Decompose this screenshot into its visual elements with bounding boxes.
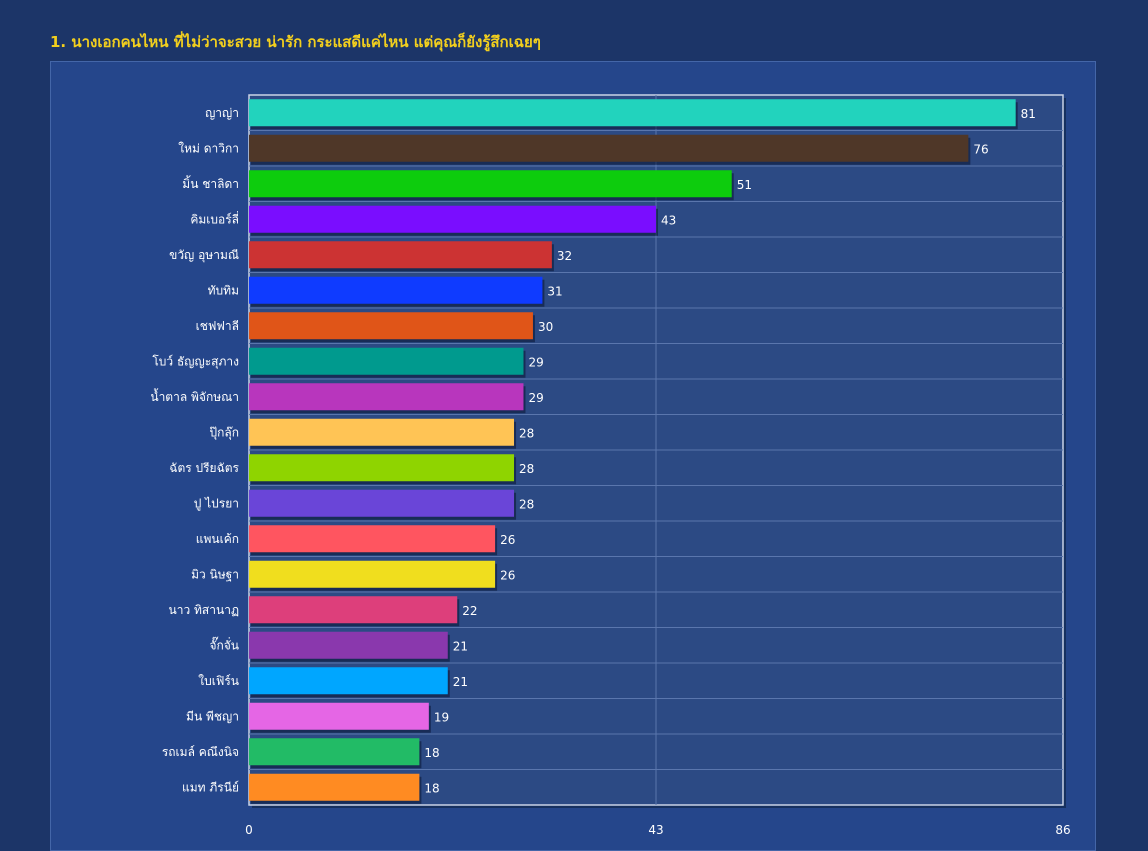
bar bbox=[249, 312, 533, 340]
grid-lines bbox=[249, 95, 1063, 805]
data-label: 31 bbox=[547, 284, 562, 298]
data-label: 19 bbox=[434, 710, 449, 724]
data-label: 22 bbox=[462, 604, 477, 618]
category-label: น้ำตาล พิจักษณา bbox=[150, 388, 239, 404]
data-label: 51 bbox=[737, 178, 752, 192]
bar bbox=[249, 99, 1016, 127]
bar bbox=[249, 170, 732, 198]
data-label: 81 bbox=[1021, 107, 1036, 121]
category-label: มิว นิษฐา bbox=[191, 567, 239, 581]
bar bbox=[249, 702, 429, 730]
data-label: 21 bbox=[453, 675, 468, 689]
bar bbox=[249, 134, 969, 162]
category-label: ปู ไปรยา bbox=[194, 496, 239, 511]
data-label: 76 bbox=[973, 142, 988, 156]
bar bbox=[249, 418, 515, 446]
data-label: 32 bbox=[557, 249, 572, 263]
data-label: 21 bbox=[453, 639, 468, 653]
chart-panel: ญาญ่าใหม่ ดาวิกามิ้น ชาลิดาคิมเบอร์ลี่ขว… bbox=[50, 61, 1096, 851]
data-label: 28 bbox=[519, 497, 534, 511]
bar bbox=[249, 596, 458, 624]
data-label: 26 bbox=[500, 533, 515, 547]
category-label: เชฟฟาลี bbox=[196, 319, 239, 333]
bar bbox=[249, 276, 543, 304]
bar bbox=[249, 525, 496, 553]
bar bbox=[249, 205, 656, 233]
category-label: ปุ๊กลุ๊ก bbox=[209, 425, 239, 440]
bar bbox=[249, 241, 552, 269]
category-label: คิมเบอร์ลี่ bbox=[190, 210, 239, 226]
bars bbox=[249, 99, 1018, 804]
category-label: ญาญ่า bbox=[205, 106, 239, 120]
category-label: จั๊กจั่น bbox=[209, 636, 239, 652]
bar bbox=[249, 347, 524, 375]
category-label: รถเมล์ คณึงนิจ bbox=[162, 745, 239, 759]
category-label: แพนเค้ก bbox=[196, 532, 239, 546]
bar bbox=[249, 738, 420, 766]
data-label: 18 bbox=[424, 781, 439, 795]
x-tick-label: 43 bbox=[648, 823, 663, 837]
bar bbox=[249, 383, 524, 411]
data-label: 18 bbox=[424, 746, 439, 760]
category-label: ฉัตร ปรียฉัตร bbox=[169, 461, 239, 475]
x-tick-label: 86 bbox=[1055, 823, 1070, 837]
category-label: ใหม่ ดาวิกา bbox=[178, 141, 239, 155]
chart-title: 1. นางเอกคนไหน ที่ไม่ว่าจะสวย น่ารัก กระ… bbox=[50, 33, 541, 51]
category-label: ทับทิม bbox=[208, 283, 239, 297]
category-label: ใบเฟิร์น bbox=[198, 674, 239, 688]
category-label: นาว ทิสานาฏ bbox=[169, 603, 239, 617]
data-label: 28 bbox=[519, 426, 534, 440]
data-label: 29 bbox=[528, 355, 543, 369]
x-tick-label: 0 bbox=[245, 823, 253, 837]
category-label: โบว์ ธัญญะสุภาง bbox=[152, 354, 239, 369]
data-label: 28 bbox=[519, 462, 534, 476]
category-label: มีน พีชญา bbox=[186, 709, 239, 723]
data-label: 29 bbox=[528, 391, 543, 405]
category-label: แมท ภีรนีย์ bbox=[182, 780, 239, 794]
bar bbox=[249, 667, 448, 695]
bar bbox=[249, 560, 496, 588]
data-label: 43 bbox=[661, 213, 676, 227]
data-label: 30 bbox=[538, 320, 553, 334]
x-axis-ticks: 0 43 86 bbox=[245, 823, 1070, 837]
data-label: 26 bbox=[500, 568, 515, 582]
category-label: มิ้น ชาลิดา bbox=[182, 175, 239, 191]
value-labels: 81 76 51 43 32 31 30 29 29 28 28 28 26 26 22 21 21 19 18 18 bbox=[424, 107, 1036, 796]
category-label: ขวัญ อุษามณี bbox=[169, 248, 239, 263]
bar bbox=[249, 773, 420, 801]
bar bbox=[249, 454, 515, 482]
bar bbox=[249, 489, 515, 517]
bar bbox=[249, 631, 448, 659]
